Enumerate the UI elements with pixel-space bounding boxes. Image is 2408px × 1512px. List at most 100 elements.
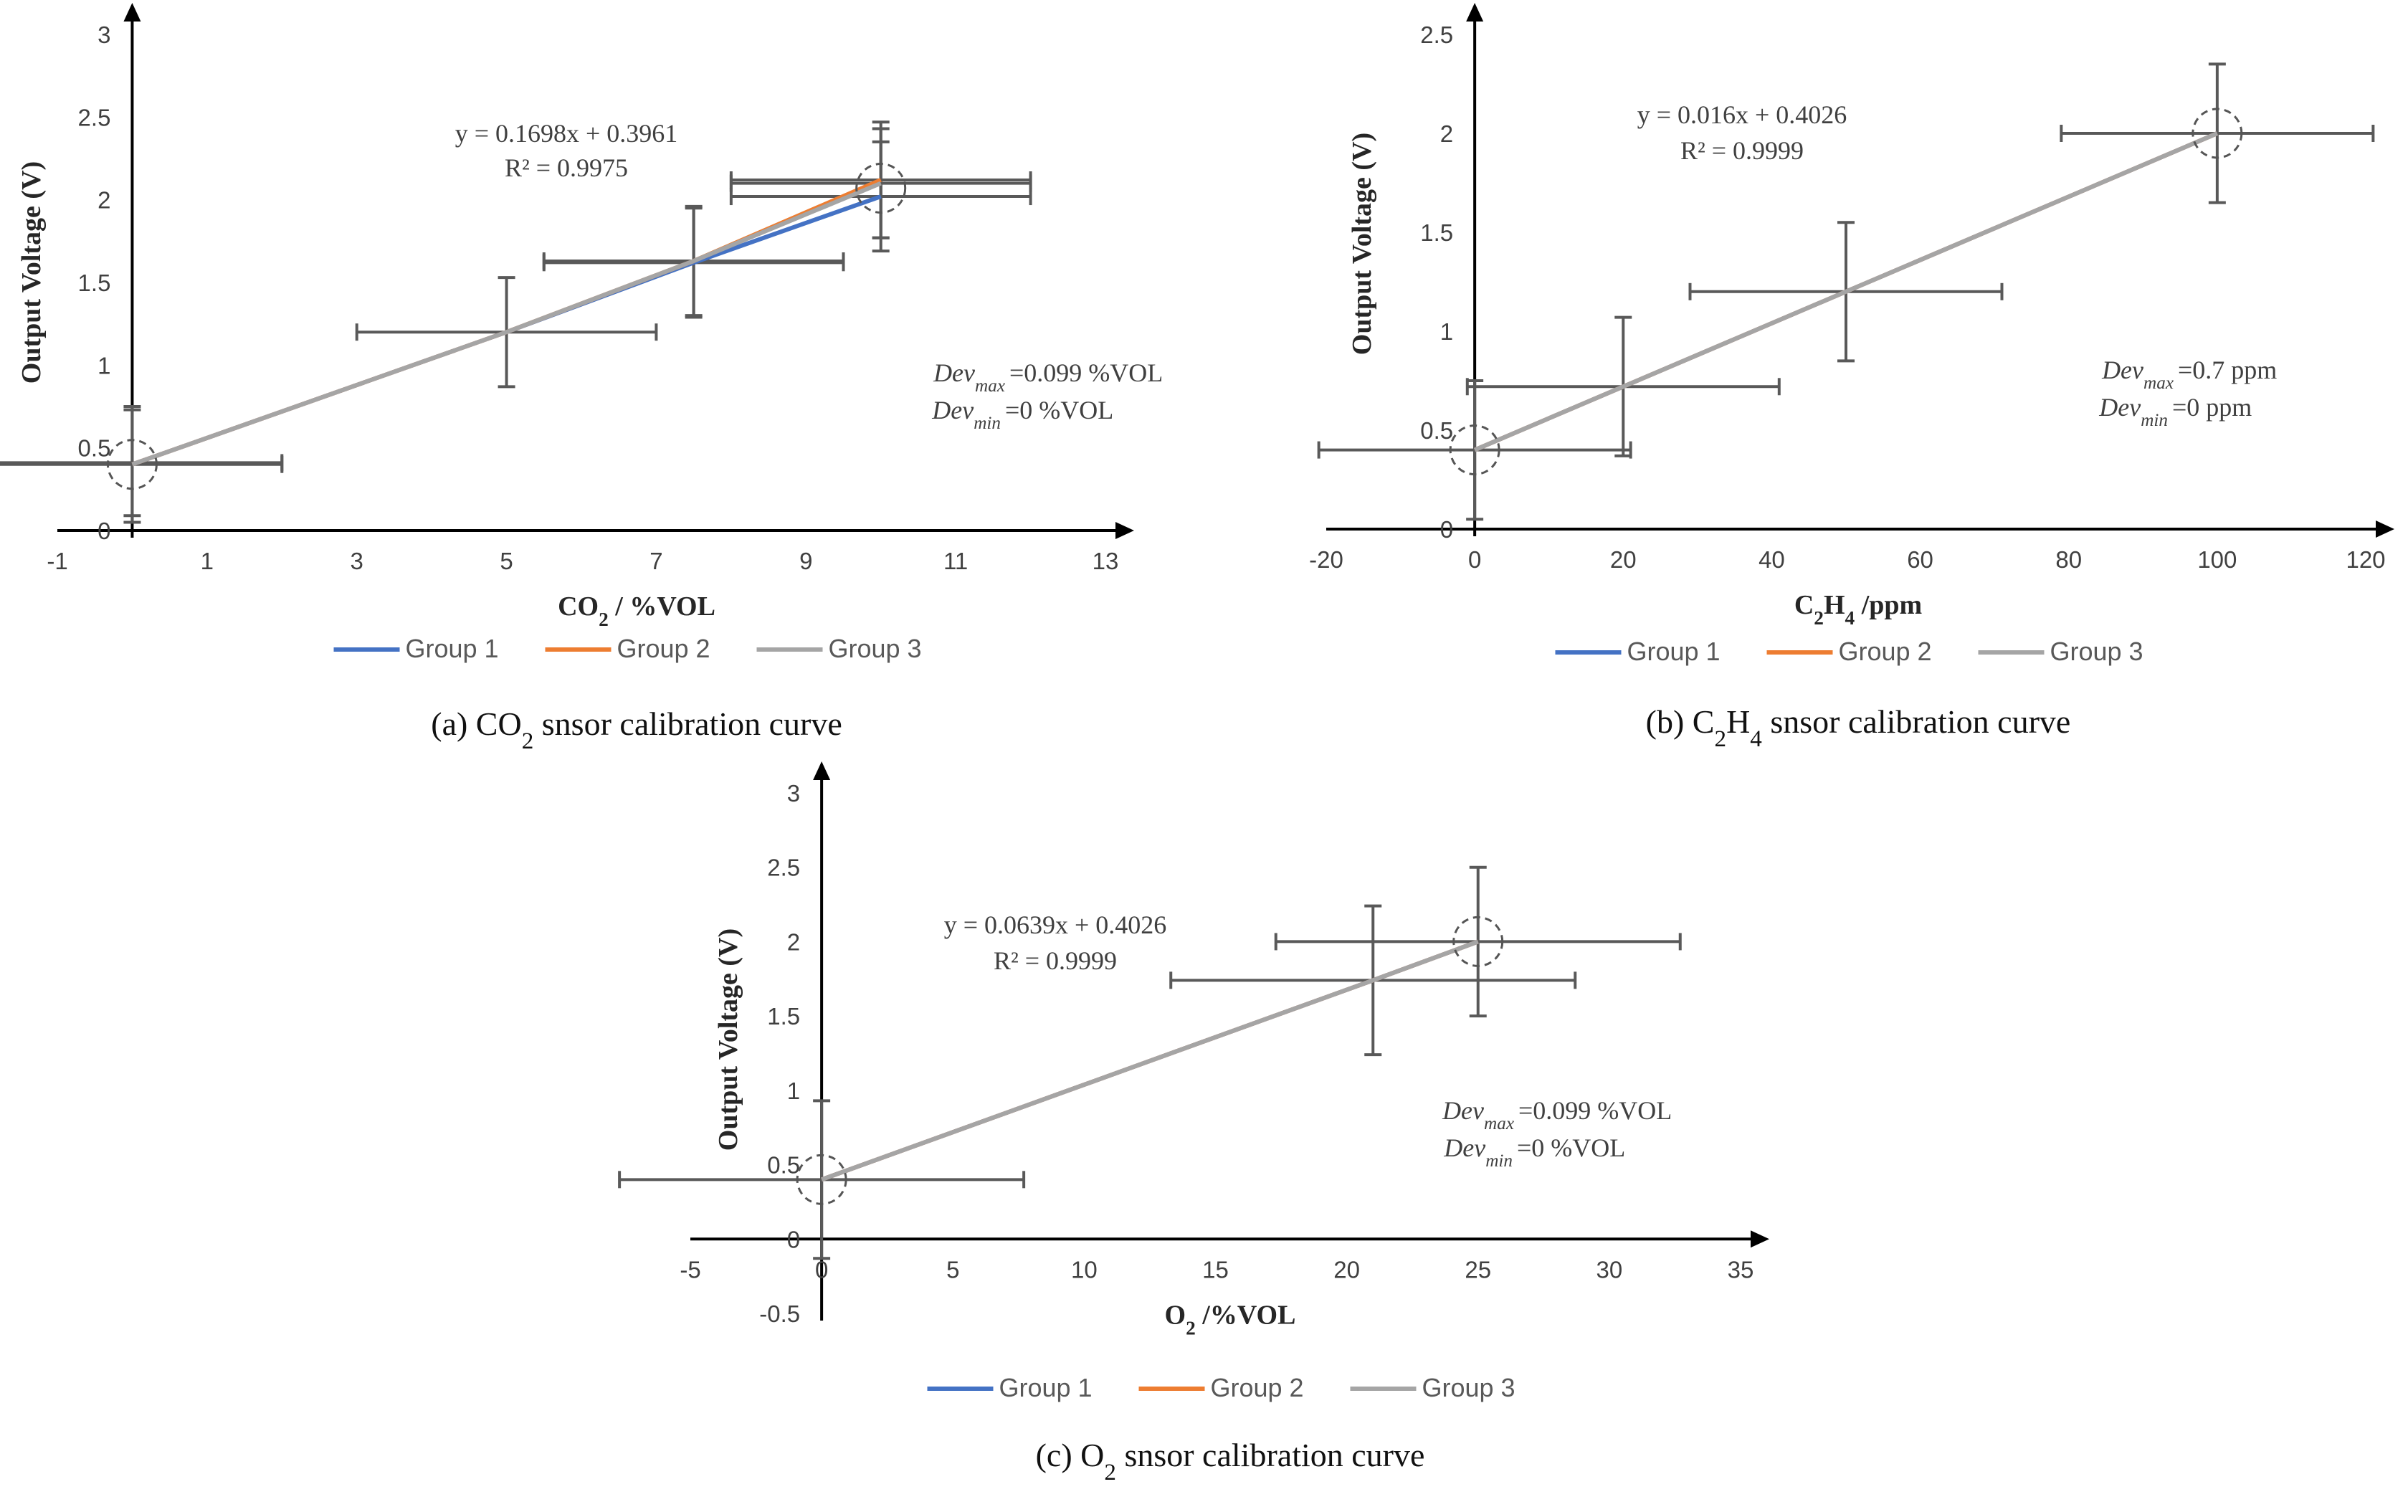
legend-label: Group 2: [1839, 637, 1932, 666]
subscript: 2: [1715, 726, 1727, 752]
series-line-group-3: [131, 181, 882, 467]
legend-label: Group 2: [617, 634, 710, 663]
y-tick-label: 0: [97, 518, 110, 544]
x-tick-label: 20: [1333, 1256, 1360, 1283]
subscript: 2: [1814, 607, 1824, 629]
subscript: 4: [1750, 726, 1762, 752]
dev-max-label: Devmax: [1442, 1096, 1514, 1133]
x-axis-arrow: [2376, 520, 2394, 538]
x-tick-label: 120: [2346, 546, 2385, 573]
dev-min-label: Devmin: [1443, 1133, 1513, 1171]
x-tick-label: 60: [1907, 546, 1933, 573]
chart-panel-3: -5 0 5 10 15 20 25 30 35 -0.5 0 0.5 1 1.5 2 2.5 3 y = 0.0…: [618, 761, 1769, 1485]
x-tick-label: 25: [1465, 1256, 1491, 1283]
legend: Group 1 Group 2 Group 3: [1555, 637, 2143, 666]
highlight-circle: [796, 1154, 847, 1205]
x-tick-label: 13: [1093, 548, 1119, 574]
dev-min-value: =0 %VOL: [1005, 396, 1113, 424]
x-tick-label: 20: [1610, 546, 1637, 573]
y-tick-label: 1: [787, 1078, 800, 1104]
subscript: 2: [1104, 1459, 1116, 1485]
legend-label: Group 3: [1422, 1373, 1515, 1402]
x-tick-label: 100: [2197, 546, 2237, 573]
y-tick-label: 0.5: [78, 435, 111, 462]
text-part: / %VOL: [609, 591, 715, 622]
r-squared: R² = 0.9975: [505, 153, 628, 182]
y-axis-title: Output Voltage (V): [713, 928, 743, 1151]
y-axis-title: Output Voltage (V): [1347, 133, 1377, 355]
legend-label: Group 2: [1211, 1373, 1304, 1402]
text-part: C: [1794, 590, 1814, 620]
subscript: 2: [1186, 1317, 1196, 1339]
x-tick-label: 10: [1071, 1256, 1098, 1283]
x-tick-label: 35: [1728, 1256, 1754, 1283]
text-part: snsor calibration curve: [1116, 1437, 1424, 1473]
dev-max-label: Devmax: [2101, 356, 2174, 393]
x-axis-title: CO2 / %VOL: [558, 591, 715, 630]
text-part: (b) C: [1646, 703, 1715, 740]
y-tick-label: 1.5: [767, 1003, 800, 1030]
legend-label: Group 3: [829, 634, 922, 663]
x-tick-label: 0: [815, 1256, 828, 1283]
highlight-circle: [1452, 916, 1504, 967]
dev-max-label: Devmax: [933, 358, 1005, 396]
x-tick-label: -1: [47, 548, 67, 574]
panel-caption: (c) O2 snsor calibration curve: [1036, 1437, 1425, 1485]
x-tick-label: 7: [649, 548, 662, 574]
dev-min-value: =0 ppm: [2172, 393, 2252, 422]
x-tick-label: 80: [2055, 546, 2082, 573]
text-part: snsor calibration curve: [1762, 703, 2070, 740]
y-tick-label: 0: [787, 1226, 800, 1252]
legend-label: Group 1: [999, 1373, 1093, 1402]
y-axis-title: Output Voltage (V): [16, 161, 47, 384]
highlight-circle: [1449, 424, 1500, 476]
y-tick-label: -0.5: [759, 1301, 800, 1327]
x-axis-arrow: [1751, 1230, 1769, 1248]
y-tick-label: 0.5: [767, 1152, 800, 1179]
y-tick-label: 2: [97, 187, 110, 214]
subscript: 4: [1845, 607, 1855, 629]
r-squared: R² = 0.9999: [994, 946, 1117, 975]
dev-min-label: Devmin: [931, 396, 1001, 433]
x-tick-label: 5: [500, 548, 513, 574]
legend-label: Group 1: [1627, 637, 1721, 666]
x-axis-arrow: [1115, 522, 1134, 539]
highlight-circle: [2192, 108, 2243, 159]
highlight-circle: [855, 163, 907, 214]
text-part: CO: [558, 591, 599, 622]
error-bar: [0, 405, 284, 524]
y-axis-arrow: [1466, 3, 1484, 22]
x-axis-title: O2 /%VOL: [1165, 1300, 1296, 1339]
text-part: (a) CO: [431, 705, 521, 742]
dev-max-value: =0.099 %VOL: [1518, 1096, 1672, 1125]
subscript: 2: [599, 609, 609, 630]
series-line-group-3: [1473, 131, 2219, 452]
x-tick-label: 11: [943, 548, 968, 574]
regression-equation: y = 0.016x + 0.4026: [1637, 100, 1847, 129]
text-part: (c) O: [1036, 1437, 1105, 1473]
highlight-circle: [106, 439, 158, 490]
x-tick-label: 5: [946, 1256, 959, 1283]
dev-max-value: =0.099 %VOL: [1009, 358, 1163, 387]
x-tick-label: 30: [1596, 1256, 1623, 1283]
y-tick-label: 1.5: [78, 270, 111, 296]
x-tick-label: 0: [1468, 546, 1481, 573]
regression-equation: y = 0.1698x + 0.3961: [455, 119, 678, 148]
x-tick-label: 3: [351, 548, 363, 574]
text-part: O: [1165, 1300, 1186, 1330]
x-tick-label: 40: [1759, 546, 1785, 573]
regression-equation: y = 0.0639x + 0.4026: [944, 910, 1167, 939]
y-tick-label: 3: [787, 780, 800, 807]
y-tick-label: 2.5: [1420, 22, 1453, 48]
panel-caption: (a) CO2 snsor calibration curve: [431, 705, 842, 754]
text-part: H: [1726, 703, 1750, 740]
legend-label: Group 3: [2050, 637, 2143, 666]
series-line-group-3: [821, 939, 1479, 1182]
x-tick-label: 1: [201, 548, 214, 574]
subscript: 2: [522, 728, 534, 754]
dev-max-value: =0.7 ppm: [2178, 356, 2277, 384]
y-tick-label: 1: [1440, 318, 1453, 345]
panel-caption: (b) C2H4 snsor calibration curve: [1646, 703, 2071, 752]
